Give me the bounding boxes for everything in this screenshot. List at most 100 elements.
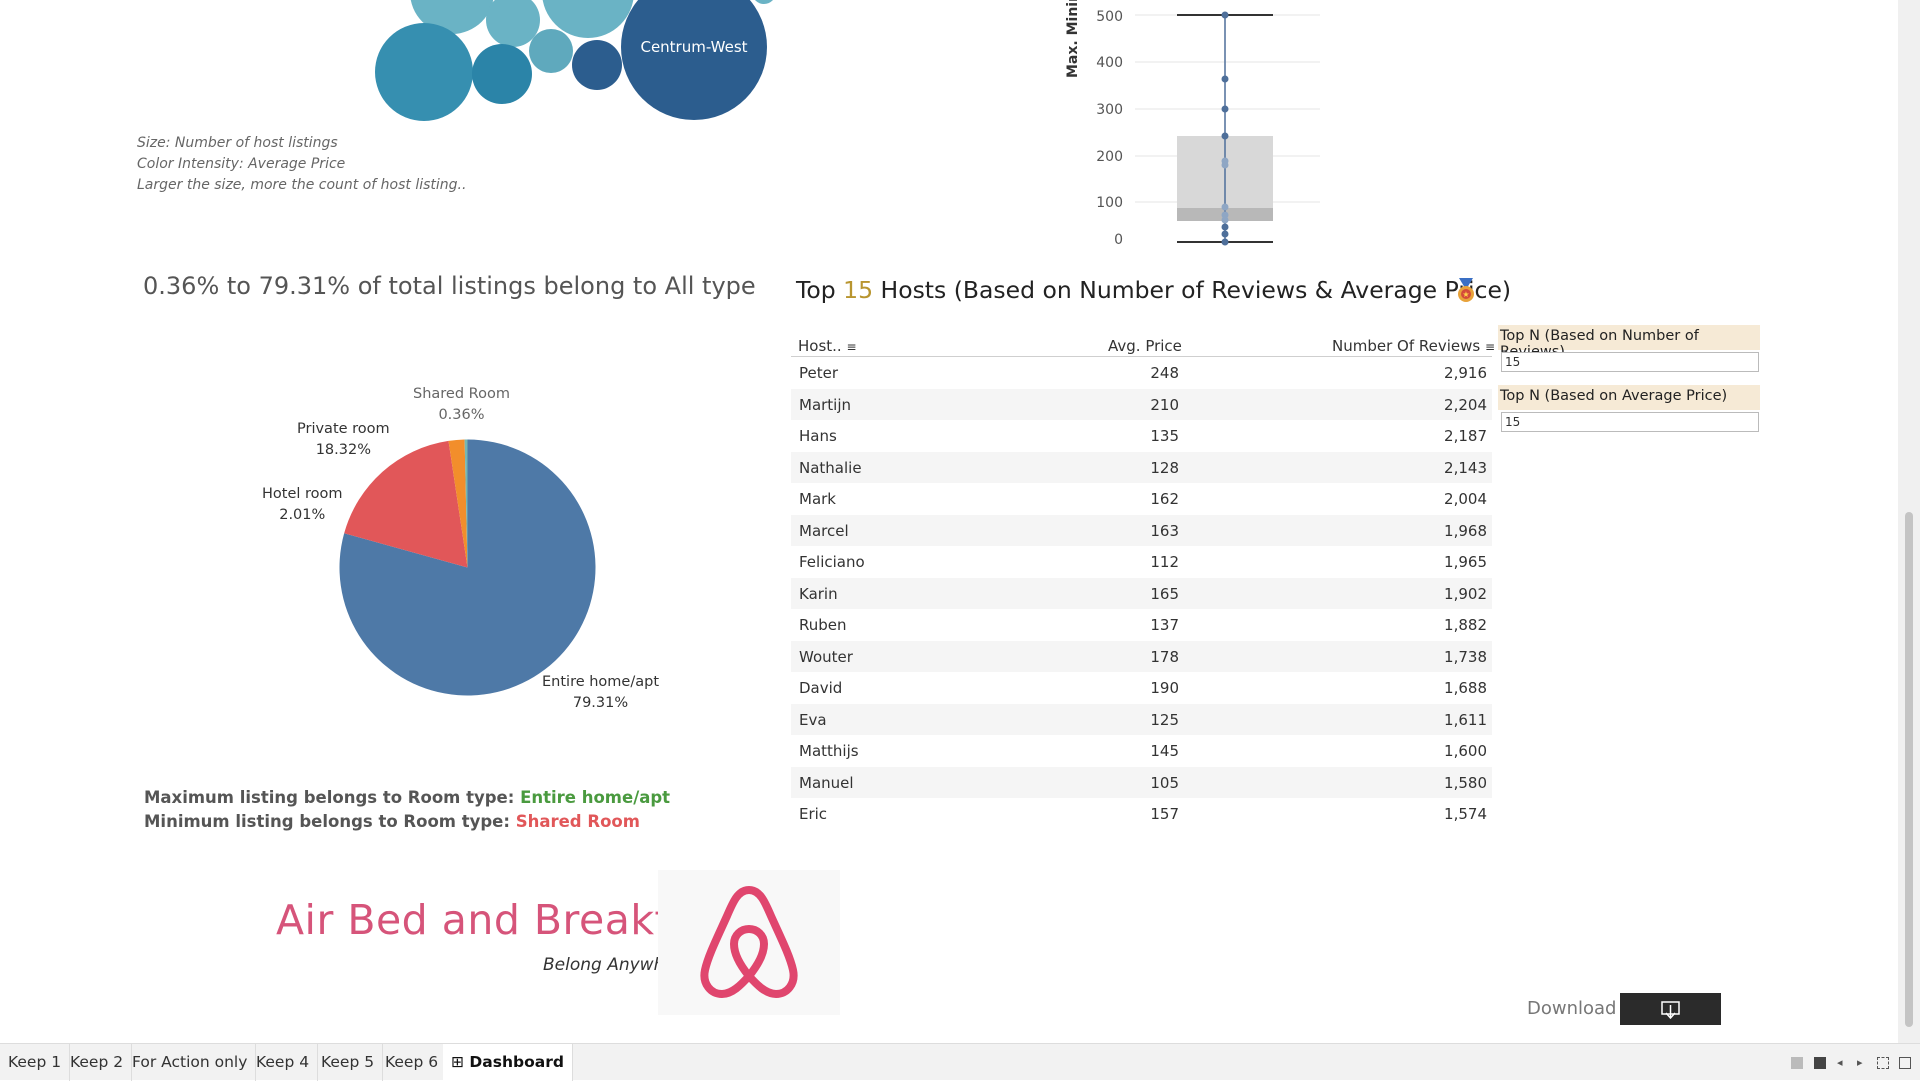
download-icon	[1661, 1001, 1680, 1020]
pie-label-entire-home: Entire home/apt 79.31%	[542, 672, 659, 714]
reviews-cell: 2,004	[1444, 490, 1487, 508]
data-point[interactable]	[1221, 75, 1229, 83]
data-point[interactable]	[1221, 230, 1229, 238]
title-prefix: Top	[796, 276, 844, 304]
bubble[interactable]	[472, 44, 532, 104]
tab-keep-5[interactable]: Keep 5	[313, 1044, 384, 1081]
avg-price-cell: 190	[1150, 679, 1179, 697]
bubble[interactable]	[486, 0, 540, 47]
avg-price-cell: 135	[1150, 427, 1179, 445]
col-header-reviews[interactable]: Number Of Reviews ≡	[1332, 337, 1495, 355]
data-point[interactable]	[1221, 105, 1229, 113]
bubble[interactable]	[542, 0, 634, 38]
tab-dashboard[interactable]: ⊞ Dashboard	[443, 1044, 573, 1081]
pie-slice-shared-room[interactable]	[464, 439, 468, 568]
reviews-cell: 1,574	[1444, 805, 1487, 823]
svg-text:★: ★	[1462, 290, 1469, 299]
top-n-reviews-input[interactable]: 15	[1501, 352, 1759, 372]
tab-keep-1[interactable]: Keep 1	[0, 1044, 71, 1081]
medal-icon: ★	[1458, 278, 1474, 302]
note-color: Color Intensity: Average Price	[137, 156, 346, 172]
next-sheet-icon[interactable]: ▸	[1857, 1056, 1863, 1069]
data-point[interactable]	[1221, 223, 1229, 231]
reviews-cell: 1,600	[1444, 742, 1487, 760]
scrollbar-thumb[interactable]	[1905, 512, 1913, 1027]
reviews-cell: 1,968	[1444, 521, 1487, 540]
bubble[interactable]	[752, 0, 776, 4]
table-row[interactable]: Eva 125 1,611	[791, 703, 1492, 735]
table-row[interactable]: Manuel 105 1,580	[791, 766, 1492, 798]
tab-keep-2[interactable]: Keep 2	[62, 1044, 133, 1081]
bubble-notes: Size: Number of host listings Color Inte…	[137, 133, 466, 196]
col-header-avg-price[interactable]: Avg. Price	[1108, 337, 1182, 355]
table-row[interactable]: Nathalie 128 2,143	[791, 451, 1492, 483]
download-button[interactable]	[1620, 993, 1721, 1025]
param-title-top-n-reviews: Top N (Based on Number of Reviews)	[1498, 325, 1760, 360]
tab-label: Dashboard	[469, 1053, 564, 1071]
table-row[interactable]: David 190 1,688	[791, 672, 1492, 704]
sheet-tab-bar: Keep 1 Keep 2 For Action only Keep 4 Kee…	[0, 1043, 1920, 1081]
data-point[interactable]	[1221, 238, 1229, 246]
reviews-cell: 1,688	[1444, 679, 1487, 697]
fullscreen-icon[interactable]	[1877, 1057, 1889, 1069]
table-row[interactable]: Mark 162 2,004	[791, 483, 1492, 515]
col-header-host[interactable]: Host.. ≡	[798, 337, 857, 355]
header-divider	[791, 356, 1492, 357]
data-point[interactable]	[1221, 11, 1229, 19]
neighbourhood-bubble-chart: Centrum-West	[375, 0, 776, 121]
data-point[interactable]	[1221, 132, 1229, 140]
sheet-view-icon[interactable]	[1814, 1057, 1826, 1069]
data-point[interactable]	[1221, 216, 1229, 224]
bubble[interactable]	[375, 23, 473, 121]
table-row[interactable]: Ruben 137 1,882	[791, 609, 1492, 641]
tab-for-action-only[interactable]: For Action only	[124, 1044, 257, 1081]
table-row[interactable]: Martijn 210 2,204	[791, 388, 1492, 420]
sort-icon[interactable]: ≡	[846, 340, 857, 354]
table-row[interactable]: Wouter 178 1,738	[791, 640, 1492, 672]
airbnb-logo-icon	[700, 886, 798, 998]
bubble[interactable]	[529, 29, 573, 73]
y-tick: 400	[1096, 55, 1123, 71]
table-row[interactable]: Peter 248 2,916	[791, 357, 1492, 389]
pie-slice-hotel-room[interactable]	[448, 439, 468, 568]
table-row[interactable]: Hans 135 2,187	[791, 420, 1492, 452]
bubble-centrum-west[interactable]	[621, 0, 767, 120]
brand-tagline: Belong Anywhere	[543, 955, 693, 975]
top-n-price-input[interactable]: 15	[1501, 412, 1759, 432]
prev-sheet-icon[interactable]: ◂	[1837, 1056, 1843, 1069]
tab-keep-6[interactable]: Keep 6	[377, 1044, 448, 1081]
grid-view-icon[interactable]	[1791, 1057, 1803, 1069]
table-row[interactable]: Eric 157 1,574	[791, 798, 1492, 830]
data-point[interactable]	[1221, 161, 1229, 169]
sort-icon[interactable]: ≡	[1485, 340, 1496, 354]
present-icon[interactable]	[1899, 1057, 1911, 1069]
bubble[interactable]	[572, 40, 622, 90]
pie-slice-private-room[interactable]	[344, 440, 468, 568]
vertical-scrollbar[interactable]	[1898, 0, 1920, 1043]
tab-keep-4[interactable]: Keep 4	[248, 1044, 319, 1081]
avg-price-cell: 210	[1150, 395, 1179, 414]
y-tick: 100	[1096, 195, 1123, 211]
table-row[interactable]: Feliciano 112 1,965	[791, 546, 1492, 578]
pie-label-shared-room: Shared Room 0.36%	[413, 384, 510, 426]
slice-name: Shared Room	[413, 386, 510, 402]
host-cell: Martijn	[799, 395, 852, 414]
reviews-cell: 2,143	[1444, 458, 1487, 477]
avg-price-cell: 128	[1150, 458, 1179, 477]
room-type-pie-chart	[339, 439, 596, 696]
data-point[interactable]	[1221, 203, 1229, 211]
table-row[interactable]: Marcel 163 1,968	[791, 514, 1492, 546]
avg-price-cell: 105	[1150, 773, 1179, 792]
avg-price-cell: 248	[1150, 364, 1179, 382]
host-cell: Matthijs	[799, 742, 859, 760]
y-tick: 200	[1096, 149, 1123, 165]
data-point[interactable]	[1221, 211, 1229, 219]
reviews-cell: 1,580	[1444, 773, 1487, 792]
table-row[interactable]: Karin 165 1,902	[791, 577, 1492, 609]
reviews-cell: 2,204	[1444, 395, 1487, 414]
room-type-summary: Maximum listing belongs to Room type: En…	[144, 786, 670, 834]
table-row[interactable]: Matthijs 145 1,600	[791, 735, 1492, 767]
hosts-table-title: Top 15 Hosts (Based on Number of Reviews…	[796, 276, 1511, 304]
reviews-cell: 1,965	[1444, 553, 1487, 571]
avg-price-cell: 145	[1150, 742, 1179, 760]
